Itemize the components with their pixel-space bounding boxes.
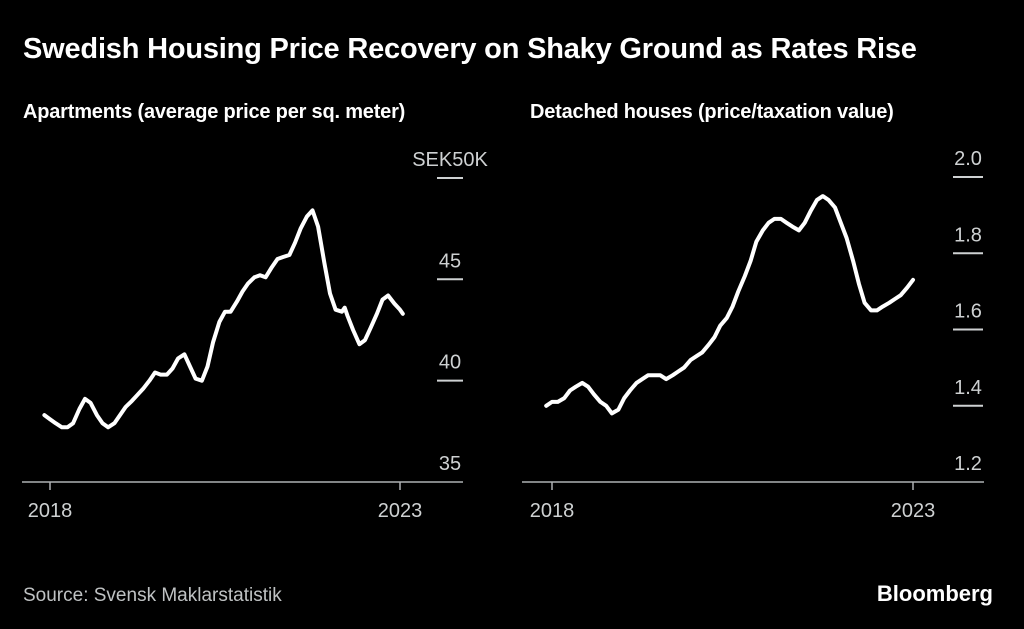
- x-tick-label: 2023: [378, 500, 423, 522]
- price-line: [42, 208, 405, 430]
- chart-subtitle-detached-houses: Detached houses (price/taxation value): [530, 101, 894, 123]
- x-tick-label: 2023: [891, 500, 936, 522]
- bloomberg-logo: Bloomberg: [876, 581, 993, 606]
- chart-subtitle-apartments: Apartments (average price per sq. meter): [23, 101, 406, 123]
- y-tick-label: 1.8: [954, 224, 982, 246]
- price-line: [544, 194, 915, 416]
- y-tick-label: 1.6: [954, 301, 982, 323]
- y-tick-label: 2.0: [954, 148, 982, 170]
- detached-houses-line-chart: 2018 2023 2.0 1.8 1.6 1.4 1.2: [522, 148, 984, 522]
- y-tick-label: 1.4: [954, 377, 982, 399]
- y-tick-label: 40: [439, 352, 461, 374]
- x-tick-label: 2018: [530, 500, 575, 522]
- page-title: Swedish Housing Price Recovery on Shaky …: [23, 33, 917, 65]
- y-tick-label: 1.2: [954, 453, 982, 475]
- y-tick-label: SEK50K: [412, 149, 488, 171]
- y-tick-label: 45: [439, 250, 461, 272]
- y-tick-label: 35: [439, 453, 461, 475]
- source-label: Source: Svensk Maklarstatistik: [23, 585, 282, 606]
- x-tick-label: 2018: [28, 500, 73, 522]
- apartments-line-chart: 2018 2023 SEK50K 45 40 35: [22, 149, 488, 522]
